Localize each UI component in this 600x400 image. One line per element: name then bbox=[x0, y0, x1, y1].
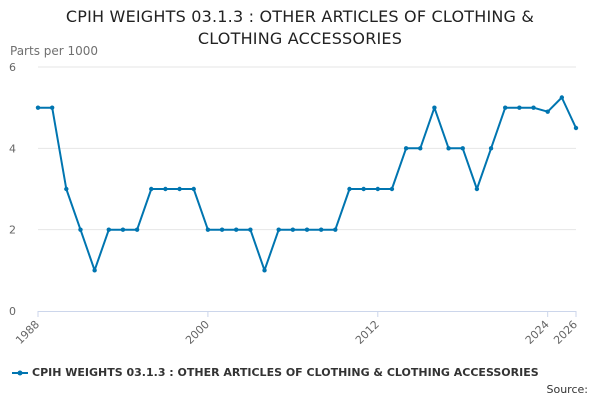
data-point[interactable] bbox=[503, 105, 508, 110]
series-line[interactable] bbox=[38, 96, 577, 272]
data-point[interactable] bbox=[106, 227, 111, 232]
data-point[interactable] bbox=[219, 227, 225, 232]
data-point[interactable] bbox=[64, 186, 69, 192]
data-point[interactable] bbox=[92, 268, 97, 273]
source-label: Source: bbox=[546, 383, 589, 396]
y-tick-label: 4 bbox=[9, 142, 16, 155]
data-point[interactable] bbox=[432, 105, 437, 110]
chart-title-line-2: CLOTHING ACCESSORIES bbox=[197, 29, 403, 48]
data-point[interactable] bbox=[234, 227, 239, 232]
y-tick-label: 2 bbox=[9, 224, 16, 237]
data-point[interactable] bbox=[361, 186, 366, 192]
data-point[interactable] bbox=[460, 146, 465, 151]
y-axis-label: Parts per 1000 bbox=[10, 44, 99, 58]
data-point[interactable] bbox=[531, 105, 536, 110]
data-point[interactable] bbox=[403, 146, 409, 151]
data-point[interactable] bbox=[488, 146, 494, 151]
x-tick-label: 2024 bbox=[523, 318, 552, 347]
data-point[interactable] bbox=[35, 105, 41, 110]
data-point[interactable] bbox=[333, 227, 338, 232]
data-point[interactable] bbox=[191, 186, 196, 192]
chart-title-line-1: CPIH WEIGHTS 03.1.3 : OTHER ARTICLES OF … bbox=[65, 7, 535, 26]
data-point[interactable] bbox=[276, 227, 281, 232]
x-tick-label: 2000 bbox=[183, 318, 212, 347]
data-point[interactable] bbox=[149, 186, 154, 192]
data-point[interactable] bbox=[205, 227, 211, 232]
data-point[interactable] bbox=[517, 105, 522, 110]
data-point[interactable] bbox=[262, 268, 267, 273]
x-tick-label: 1988 bbox=[13, 318, 42, 347]
data-point[interactable] bbox=[545, 109, 550, 114]
data-point[interactable] bbox=[418, 146, 423, 151]
data-point[interactable] bbox=[573, 125, 579, 131]
data-point[interactable] bbox=[304, 227, 310, 232]
data-point[interactable] bbox=[446, 146, 451, 151]
legend[interactable]: CPIH WEIGHTS 03.1.3 : OTHER ARTICLES OF … bbox=[12, 366, 539, 379]
data-point[interactable] bbox=[389, 186, 395, 192]
legend-series-label: CPIH WEIGHTS 03.1.3 : OTHER ARTICLES OF … bbox=[32, 366, 539, 379]
data-point[interactable] bbox=[49, 105, 55, 110]
data-point[interactable] bbox=[474, 186, 480, 192]
data-point[interactable] bbox=[120, 227, 126, 232]
chart-title: CPIH WEIGHTS 03.1.3 : OTHER ARTICLES OF … bbox=[0, 6, 600, 50]
data-point[interactable] bbox=[177, 186, 182, 192]
data-point[interactable] bbox=[559, 95, 565, 100]
data-point[interactable] bbox=[248, 227, 253, 232]
data-point[interactable] bbox=[375, 186, 380, 192]
data-point[interactable] bbox=[347, 186, 352, 192]
data-point[interactable] bbox=[134, 227, 140, 232]
legend-series-marker bbox=[12, 370, 28, 375]
data-point[interactable] bbox=[318, 227, 324, 232]
x-tick-label: 2026 bbox=[551, 318, 580, 347]
x-tick-label: 2012 bbox=[353, 318, 382, 347]
data-point[interactable] bbox=[290, 227, 296, 232]
y-tick-label: 6 bbox=[9, 61, 16, 74]
data-point[interactable] bbox=[163, 186, 168, 192]
y-tick-label: 0 bbox=[9, 305, 16, 318]
data-point[interactable] bbox=[78, 227, 83, 232]
